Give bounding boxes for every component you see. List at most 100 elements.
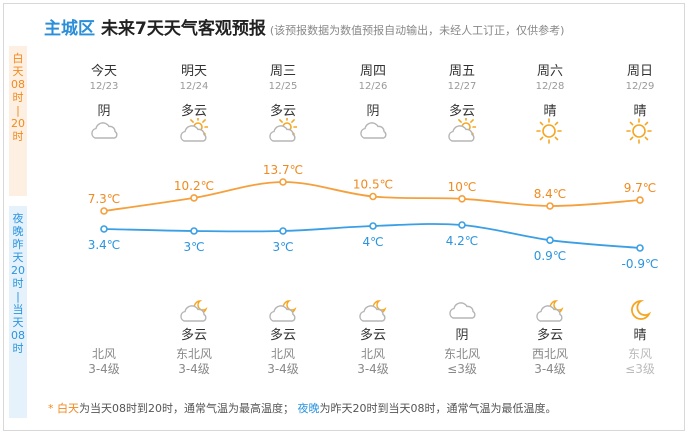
date-label: 12/25 xyxy=(268,81,298,92)
weekday-label: 周三 xyxy=(269,64,296,79)
night-icon-wrap xyxy=(600,298,680,324)
disclaimer-note: (该预报数据为数值预报自动输出，未经人工订正，仅供参考) xyxy=(269,24,565,37)
night-band-char: 当 xyxy=(12,303,24,316)
partly-cloudy-night-icon xyxy=(269,300,297,322)
wind-info: 东风 ≤3级 xyxy=(600,347,680,377)
forecast-panel: 主城区 未来7天天气客观预报 (该预报数据为数值预报自动输出，未经人工订正，仅供参考… xyxy=(3,3,685,431)
wind-level: 3-4级 xyxy=(534,362,566,376)
wind-direction: 北风 xyxy=(91,347,116,361)
day-weather-text: 阴 xyxy=(97,104,111,119)
day-weather-text: 多云 xyxy=(180,104,207,119)
sunny-icon xyxy=(536,118,562,144)
wind-level: 3-4级 xyxy=(178,362,210,376)
footnote-day-text: 为当天08时到20时，通常气温为最高温度； xyxy=(79,402,294,415)
night-weather-text: 多云 xyxy=(180,328,207,343)
daytime-label-band: 白天 08 时 | 20 时 xyxy=(9,46,27,196)
page-title: 未来7天天气客观预报 xyxy=(101,19,266,39)
night-icon-wrap xyxy=(154,298,234,324)
district-name: 主城区 xyxy=(44,19,95,39)
night-weather-text: 多云 xyxy=(536,328,563,343)
wind-level: 3-4级 xyxy=(357,362,389,376)
day-band-char: 08 xyxy=(11,78,25,91)
wind-direction: 西北风 xyxy=(531,347,568,361)
wind-info: 北风 3-4级 xyxy=(243,347,323,377)
partly-cloudy-night-icon xyxy=(180,300,208,322)
date-label: 12/27 xyxy=(447,81,477,92)
wind-direction: 东北风 xyxy=(175,347,212,361)
day-icon-wrap xyxy=(243,118,323,144)
sunny-icon xyxy=(626,118,652,144)
night-band-char: 20 xyxy=(11,264,25,277)
night-band-char: 时 xyxy=(12,342,24,355)
day-weather-text: 晴 xyxy=(633,104,647,119)
day-icon-wrap xyxy=(422,118,502,144)
nighttime-label-band: 夜晚昨天 20 时 | 当天 08 时 xyxy=(9,206,27,418)
wind-level: 3-4级 xyxy=(267,362,299,376)
legend-footnote: * 白天为当天08时到20时，通常气温为最高温度； 夜晚为昨天20时到当天08时… xyxy=(48,400,557,416)
day-weather-text: 阴 xyxy=(366,104,380,119)
overcast-icon xyxy=(91,122,118,139)
weekday-label: 今天 xyxy=(90,64,117,79)
moon-icon xyxy=(631,300,652,320)
day-band-char: 时 xyxy=(12,91,24,104)
night-band-char: 昨 xyxy=(12,238,24,251)
day-band-char: 天 xyxy=(12,65,24,78)
night-band-char: 天 xyxy=(12,251,24,264)
night-icon-wrap xyxy=(243,298,323,324)
night-icon-wrap xyxy=(333,298,413,324)
wind-direction: 东北风 xyxy=(443,347,480,361)
night-band-char: 08 xyxy=(11,329,25,342)
partly-cloudy-night-icon xyxy=(536,300,564,322)
weekday-label: 周四 xyxy=(359,64,386,79)
night-band-char: 夜 xyxy=(12,212,24,225)
night-band-char: | xyxy=(16,290,20,303)
day-band-char: 白 xyxy=(12,52,24,65)
day-weather-text: 多云 xyxy=(269,104,296,119)
night-weather-text: 多云 xyxy=(269,328,296,343)
date-label: 12/29 xyxy=(625,81,655,92)
night-weather-text: 阴 xyxy=(455,328,469,343)
wind-info: 东北风 ≤3级 xyxy=(422,347,502,377)
date-label: 12/23 xyxy=(89,81,119,92)
partly-cloudy-icon xyxy=(448,118,476,142)
day-weather-text: 晴 xyxy=(543,104,557,119)
night-weather-text: 晴 xyxy=(633,328,647,343)
wind-info: 东北风 3-4级 xyxy=(154,347,234,377)
overcast-icon xyxy=(360,122,387,139)
weekday-label: 周五 xyxy=(448,64,475,79)
weekday-label: 明天 xyxy=(180,64,207,79)
night-icon-wrap xyxy=(510,298,590,324)
wind-direction: 北风 xyxy=(270,347,295,361)
wind-direction: 东风 xyxy=(627,347,652,361)
wind-level: ≤3级 xyxy=(625,362,655,376)
day-band-char: 时 xyxy=(12,130,24,143)
night-band-char: 晚 xyxy=(12,225,24,238)
night-band-char: 天 xyxy=(12,316,24,329)
day-icon-wrap xyxy=(510,118,590,144)
night-weather-text: 多云 xyxy=(359,328,386,343)
title-row: 主城区 未来7天天气客观预报 (该预报数据为数值预报自动输出，未经人工订正，仅供参考… xyxy=(44,14,564,40)
wind-direction: 北风 xyxy=(360,347,385,361)
wind-info: 西北风 3-4级 xyxy=(510,347,590,377)
night-band-char: 时 xyxy=(12,277,24,290)
wind-info: 北风 3-4级 xyxy=(333,347,413,377)
day-weather-text: 多云 xyxy=(448,104,475,119)
day-icon-wrap xyxy=(600,118,680,144)
date-label: 12/26 xyxy=(358,81,388,92)
partly-cloudy-icon xyxy=(269,118,297,142)
footnote-day-key: 白天 xyxy=(57,402,79,415)
overcast-icon xyxy=(449,302,476,319)
wind-level: ≤3级 xyxy=(447,362,477,376)
wind-info: 北风 3-4级 xyxy=(64,347,144,377)
day-band-char: | xyxy=(16,104,20,117)
footnote-night-text: 为昨天20时到当天08时，通常气温为最低温度。 xyxy=(319,402,557,415)
night-icon-wrap xyxy=(422,298,502,324)
date-label: 12/24 xyxy=(179,81,209,92)
partly-cloudy-night-icon xyxy=(359,300,387,322)
day-icon-wrap xyxy=(64,118,144,144)
footnote-star: * xyxy=(48,402,54,415)
day-band-char: 20 xyxy=(11,117,25,130)
day-icon-wrap xyxy=(154,118,234,144)
date-label: 12/28 xyxy=(535,81,565,92)
weekday-label: 周六 xyxy=(536,64,563,79)
